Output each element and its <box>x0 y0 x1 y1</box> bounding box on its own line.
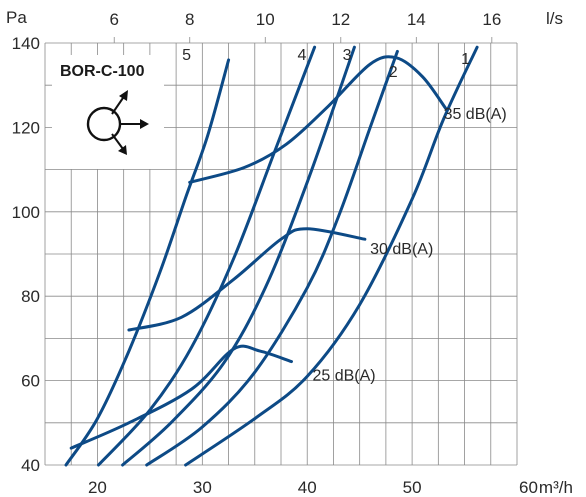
model-label: BOR-C-100 <box>60 63 145 80</box>
fan-curve-4 <box>97 45 317 467</box>
x-unit-label: 60m³/h <box>519 478 573 497</box>
x2-unit-label: l/s <box>546 9 563 28</box>
fan-curve-5 <box>64 58 231 467</box>
series-layer: 1 2 3 4 5 <box>64 45 479 467</box>
fan-curve-3 <box>121 45 356 467</box>
noise-line-2 <box>127 227 367 332</box>
x2-tick-label: 14 <box>407 10 426 29</box>
noise-line-1 <box>69 344 293 450</box>
airflow-diagram-icon <box>86 90 149 155</box>
y-tick-label: 40 <box>21 456 40 475</box>
x-unit-first-tick: 60 <box>519 478 538 497</box>
fan-curve-label-4: 4 <box>298 47 307 64</box>
fan-curve-label-2: 2 <box>389 64 398 81</box>
x-tick-label: 40 <box>298 478 317 497</box>
fan-curve-label-1: 1 <box>461 51 470 68</box>
fan-curve-label-3: 3 <box>343 47 352 64</box>
y-ticks: 40 60 80 100 120 140 <box>12 34 40 475</box>
fan-curve-1 <box>184 45 479 467</box>
y-tick-label: 80 <box>21 287 40 306</box>
x2-tick-label: 8 <box>185 10 194 29</box>
x2-tick-label: 6 <box>109 10 118 29</box>
noise-line-3 <box>188 55 448 184</box>
noise-line-label: 25 dB(A) <box>312 368 375 385</box>
y-tick-label: 60 <box>21 372 40 391</box>
x2-tick-label: 10 <box>256 10 275 29</box>
noise-layer: 25 dB(A) 30 dB(A) 35 dB(A) <box>69 55 507 450</box>
x-tick-label: 50 <box>403 478 422 497</box>
x2-ticks: 6 8 10 12 14 16 <box>109 10 501 29</box>
y-tick-label: 140 <box>12 34 40 53</box>
noise-line-label: 35 dB(A) <box>444 106 507 123</box>
fan-curve-2 <box>145 49 399 467</box>
inset: BOR-C-100 <box>52 55 164 169</box>
y-tick-label: 100 <box>12 203 40 222</box>
y-unit-label: Pa <box>6 8 27 27</box>
x2-tick-label: 12 <box>331 10 350 29</box>
x2-tick-label: 16 <box>482 10 501 29</box>
x-ticks: 20 30 40 50 <box>88 478 422 497</box>
x-tick-label: 20 <box>88 478 107 497</box>
noise-line-label: 30 dB(A) <box>370 241 433 258</box>
y-tick-label: 120 <box>12 118 40 137</box>
fan-curve-label-5: 5 <box>182 47 191 64</box>
inset-background <box>52 55 164 169</box>
x-tick-label: 30 <box>193 478 212 497</box>
x-unit-text: m³/h <box>539 478 573 497</box>
